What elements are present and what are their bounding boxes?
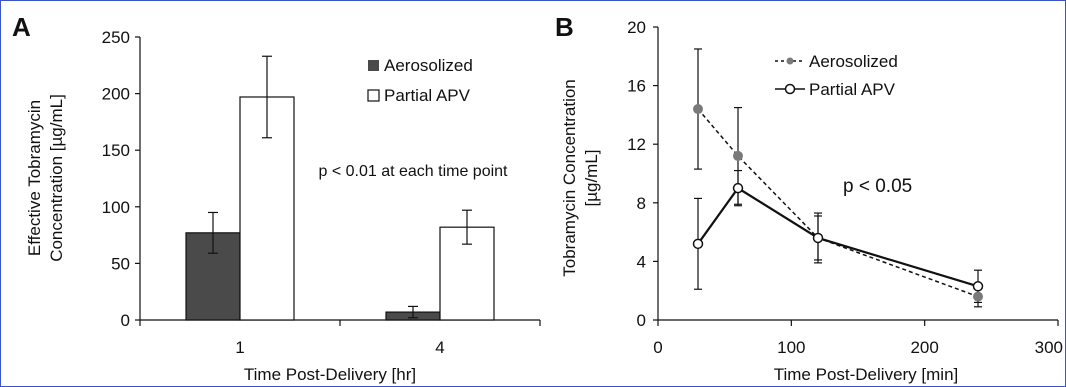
panel-b-letter: B: [555, 12, 574, 42]
data-point: [692, 238, 704, 250]
panel-a-y-tick-label: 200: [102, 85, 130, 104]
panel-a-axes: 0 50 100 150 200 250 1 4: [102, 28, 541, 357]
data-point: [693, 104, 703, 115]
data-point: [972, 281, 984, 292]
panel-b-x-tick-label: 200: [910, 338, 938, 357]
panel-a-x-axis-label: Time Post-Delivery [hr]: [244, 365, 416, 384]
legend-label-partial-apv: Partial APV: [384, 86, 471, 105]
panel-b-y-tick-label: 20: [627, 18, 646, 37]
panel-a-y-axis-label-line1: Effective Tobramycin: [25, 100, 44, 256]
panel-b-annotation: p < 0.05: [843, 176, 912, 197]
data-point: [733, 150, 743, 161]
data-point: [973, 291, 983, 302]
legend-label-aerosolized: Aerosolized: [384, 56, 473, 75]
panel-a-y-tick-label: 100: [102, 198, 130, 217]
panel-a-x-tick-label: 1: [235, 338, 244, 357]
panel-b-y-axis-label-line2: [µg/mL]: [582, 149, 601, 206]
panel-b-x-tick-label: 100: [777, 338, 805, 357]
legend-label-aerosolized-b: Aerosolized: [809, 52, 898, 71]
panel-b-x-axis-label: Time Post-Delivery [min]: [774, 365, 959, 384]
legend-marker-partial-apv: [784, 83, 796, 95]
data-point: [732, 182, 744, 194]
legend-swatch-aerosolized: [368, 60, 379, 71]
panel-b: B Tobramycin Concentration [µg/mL] Time …: [555, 12, 1063, 384]
panel-b-x-tick-label: 0: [653, 338, 662, 357]
series-line: [697, 108, 979, 298]
legend-marker-aerosolized: [786, 57, 794, 65]
panel-b-y-tick-label: 12: [627, 135, 646, 154]
panel-a-letter: A: [12, 12, 31, 42]
panel-a-x-tick-label: 4: [435, 338, 444, 357]
legend-swatch-partial-apv: [367, 89, 380, 102]
panel-a-y-tick-label: 250: [102, 28, 130, 47]
panel-b-x-tick-label: 300: [1035, 338, 1063, 357]
series-line: [697, 186, 979, 288]
data-point: [812, 232, 824, 244]
panel-b-legend: Aerosolized Partial APV: [775, 52, 898, 99]
panel-a-y-tick-label: 150: [102, 141, 130, 160]
panel-a-bars: [185, 55, 495, 321]
panel-a-legend: Aerosolized Partial APV: [367, 56, 473, 105]
panel-b-series: [692, 48, 984, 308]
legend-label-partial-apv-b: Partial APV: [809, 80, 896, 99]
panel-a-y-tick-label: 0: [121, 311, 130, 330]
panel-a-y-axis-label-line2: Concentration [µg/mL]: [47, 94, 66, 262]
panel-a-y-tick-label: 50: [111, 254, 130, 273]
panel-a-annotation: p < 0.01 at each time point: [318, 163, 508, 180]
panel-b-y-tick-label: 4: [637, 252, 646, 271]
panel-b-y-tick-label: 8: [637, 194, 646, 213]
panel-b-y-axis-label-line1: Tobramycin Concentration: [560, 79, 579, 276]
panel-a: A Effective Tobramycin Concentration [µg…: [12, 12, 541, 384]
panel-b-y-tick-label: 0: [637, 311, 646, 330]
panel-b-y-tick-label: 16: [627, 77, 646, 96]
